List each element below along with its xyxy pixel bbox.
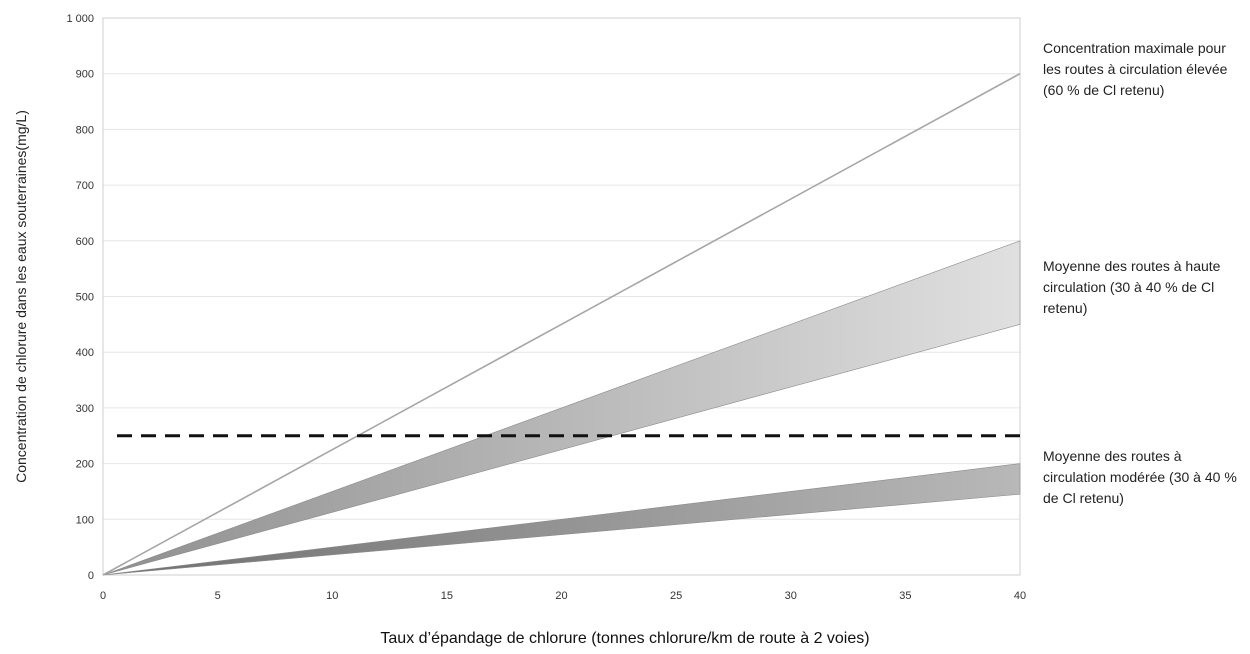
y-tick-label: 200	[76, 459, 94, 471]
x-axis-label: Taux d’épandage de chlorure (tonnes chlo…	[380, 630, 870, 647]
x-tick-label: 25	[670, 590, 682, 602]
x-tick-label: 20	[555, 590, 567, 602]
annotation-avg-high-traffic: Moyenne des routes à haute circulation (…	[1043, 258, 1221, 316]
series	[102, 72, 1021, 576]
x-tick-label: 30	[785, 590, 797, 602]
y-tick-label: 900	[76, 69, 94, 81]
x-tick-label: 15	[441, 590, 453, 602]
y-axis-label: Concentration de chlorure dans les eaux …	[13, 110, 29, 483]
x-tick-label: 5	[215, 590, 221, 602]
y-tick-label: 500	[76, 292, 94, 304]
annotation-max-high-traffic: Concentration maximale pour les routes à…	[1043, 40, 1228, 98]
y-tick-label: 400	[76, 347, 94, 359]
line-max-high-traffic	[102, 72, 1021, 576]
y-tick-label: 0	[88, 570, 94, 582]
x-tick-label: 0	[100, 590, 106, 602]
band-moderate-traffic	[102, 463, 1021, 576]
y-tick-label: 300	[76, 403, 94, 415]
x-tick-label: 40	[1014, 590, 1026, 602]
x-axis: 0 5 10 15 20 25 30 35 40	[100, 590, 1026, 602]
y-axis: 0 100 200 300 400 500 600 700 800 900 1 000	[66, 13, 94, 582]
band-high-traffic	[102, 240, 1021, 576]
y-tick-label: 800	[76, 124, 94, 136]
x-tick-label: 10	[326, 590, 338, 602]
annotation-avg-moderate-traffic: Moyenne des routes à circulation modérée…	[1043, 448, 1237, 506]
y-tick-label: 1 000	[66, 13, 94, 25]
x-tick-label: 35	[899, 590, 911, 602]
y-tick-label: 600	[76, 236, 94, 248]
y-tick-label: 100	[76, 514, 94, 526]
y-tick-label: 700	[76, 180, 94, 192]
